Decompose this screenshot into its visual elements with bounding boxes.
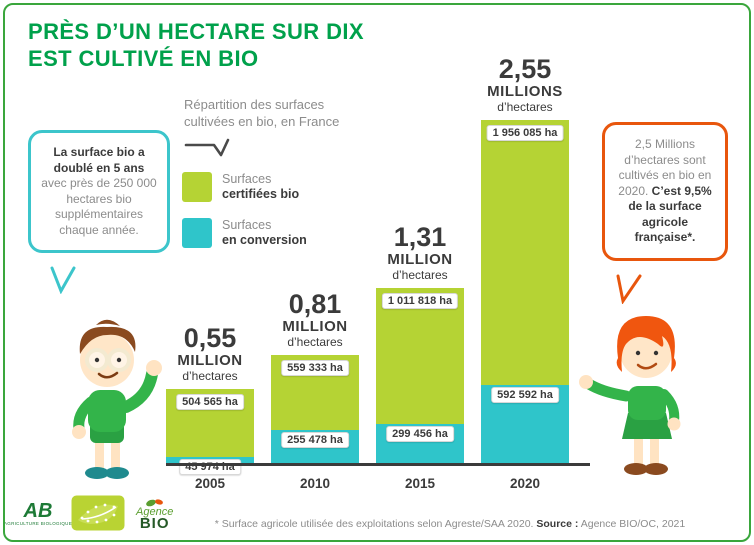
- bar-segment-conversion-2020: 592 592 ha: [481, 384, 569, 465]
- value-label-conversion-2005: 45 974 ha: [179, 459, 241, 475]
- ab-agriculture-biologique-logo: AB AGRICULTURE BIOLOGIQUE: [3, 499, 73, 526]
- left-bubble-bold-text: La surface bio a doublé en 5 ans: [53, 145, 145, 175]
- page-title: PRÈS D’UN HECTARE SUR DIX EST CULTIVÉ EN…: [28, 18, 364, 72]
- bar-2020: 1 956 085 ha 592 592 ha: [481, 120, 569, 465]
- x-axis-label-2005: 2005: [194, 476, 226, 491]
- bar-segment-conversion-2015: 299 456 ha: [376, 424, 464, 465]
- footer-note: * Surface agricole utilisée des exploita…: [160, 518, 740, 530]
- page-title-line1: PRÈS D’UN HECTARE SUR DIX: [28, 19, 364, 44]
- eu-organic-leaf-logo: [71, 495, 125, 531]
- right-bubble-normal-text: 2,5 Millions d’hectares sont cultivés en…: [618, 137, 712, 198]
- bar-group-2010: 0,81 MILLION d’hectares 559 333 ha 255 4…: [271, 290, 359, 493]
- page-title-line2: EST CULTIVÉ EN BIO: [28, 46, 259, 71]
- value-label-conversion-2020: 592 592 ha: [491, 386, 559, 403]
- total-label-2015: 1,31 MILLION d’hectares: [387, 221, 453, 282]
- bar-segment-certified-2020: 1 956 085 ha: [481, 120, 569, 385]
- x-axis-label-2010: 2010: [299, 476, 331, 491]
- source-label: Source :: [536, 518, 579, 530]
- bar-segment-certified-2015: 1 011 818 ha: [376, 287, 464, 425]
- certified-color-swatch: [182, 172, 212, 202]
- logo-row: AB AGRICULTURE BIOLOGIQUE Agence BIO: [3, 494, 173, 532]
- x-axis-label-2020: 2020: [509, 476, 541, 491]
- value-label-conversion-2010: 255 478 ha: [281, 432, 349, 449]
- value-label-certified-2010: 559 333 ha: [281, 359, 349, 376]
- woman-character-illustration: [579, 316, 681, 475]
- agence-bio-logo: Agence BIO: [136, 497, 173, 531]
- conversion-color-swatch: [182, 218, 212, 248]
- bar-2015: 1 011 818 ha 299 456 ha: [376, 287, 464, 465]
- chart-legend: Surfaces certifiées bio Surfaces en conv…: [182, 172, 307, 248]
- bar-2005: 504 565 ha 45 974 ha: [166, 388, 254, 475]
- bar-segment-certified-2010: 559 333 ha: [271, 354, 359, 431]
- bar-group-2015: 1,31 MILLION d’hectares 1 011 818 ha 299…: [376, 223, 464, 493]
- bar-segment-conversion-2010: 255 478 ha: [271, 430, 359, 465]
- left-bubble-tail: [50, 266, 76, 294]
- bar-2010: 559 333 ha 255 478 ha: [271, 354, 359, 465]
- x-axis-line: [166, 463, 590, 466]
- legend-item-certified: Surfaces certifiées bio: [182, 172, 307, 202]
- chart-caption-line1: Répartition des surfaces: [184, 97, 325, 112]
- left-speech-bubble: La surface bio a doublé en 5 ans avec pr…: [28, 130, 170, 253]
- legend-label-conversion: Surfaces en conversion: [222, 218, 307, 247]
- chart-caption-line2: cultivées en bio, en France: [184, 114, 340, 129]
- chart-caption: Répartition des surfaces cultivées en bi…: [184, 96, 339, 130]
- bar-group-2020: 2,55 MILLIONS d’hectares 1 956 085 ha 59…: [481, 55, 569, 493]
- zigzag-line-icon: [184, 138, 230, 157]
- source-value: Agence BIO/OC, 2021: [580, 518, 686, 530]
- stacked-bar-chart: 0,55 MILLION d’hectares 504 565 ha 45 97…: [166, 55, 590, 493]
- value-label-certified-2020: 1 956 085 ha: [486, 125, 564, 142]
- value-label-certified-2015: 1 011 818 ha: [381, 292, 459, 309]
- x-axis-label-2015: 2015: [404, 476, 436, 491]
- total-label-2005: 0,55 MILLION d’hectares: [177, 322, 243, 383]
- bar-segment-certified-2005: 504 565 ha: [166, 388, 254, 457]
- value-label-conversion-2015: 299 456 ha: [386, 426, 454, 443]
- man-character-illustration: [72, 319, 162, 479]
- left-bubble-normal-text: avec près de 250 000 hectares bio supplé…: [41, 176, 157, 237]
- legend-label-certified: Surfaces certifiées bio: [222, 172, 300, 201]
- total-label-2010: 0,81 MILLION d’hectares: [282, 288, 348, 349]
- footnote-text: * Surface agricole utilisée des exploita…: [214, 518, 534, 530]
- right-bubble-tail: [616, 274, 642, 304]
- right-speech-bubble: 2,5 Millions d’hectares sont cultivés en…: [602, 122, 728, 261]
- agence-bio-leaf-icon: [145, 499, 163, 507]
- value-label-certified-2005: 504 565 ha: [176, 393, 244, 410]
- bar-group-2005: 0,55 MILLION d’hectares 504 565 ha 45 97…: [166, 324, 254, 493]
- legend-item-conversion: Surfaces en conversion: [182, 218, 307, 248]
- total-label-2020: 2,55 MILLIONS d’hectares: [487, 54, 563, 115]
- right-bubble-bold-text: C’est 9,5% de la surface agricole frança…: [628, 183, 712, 245]
